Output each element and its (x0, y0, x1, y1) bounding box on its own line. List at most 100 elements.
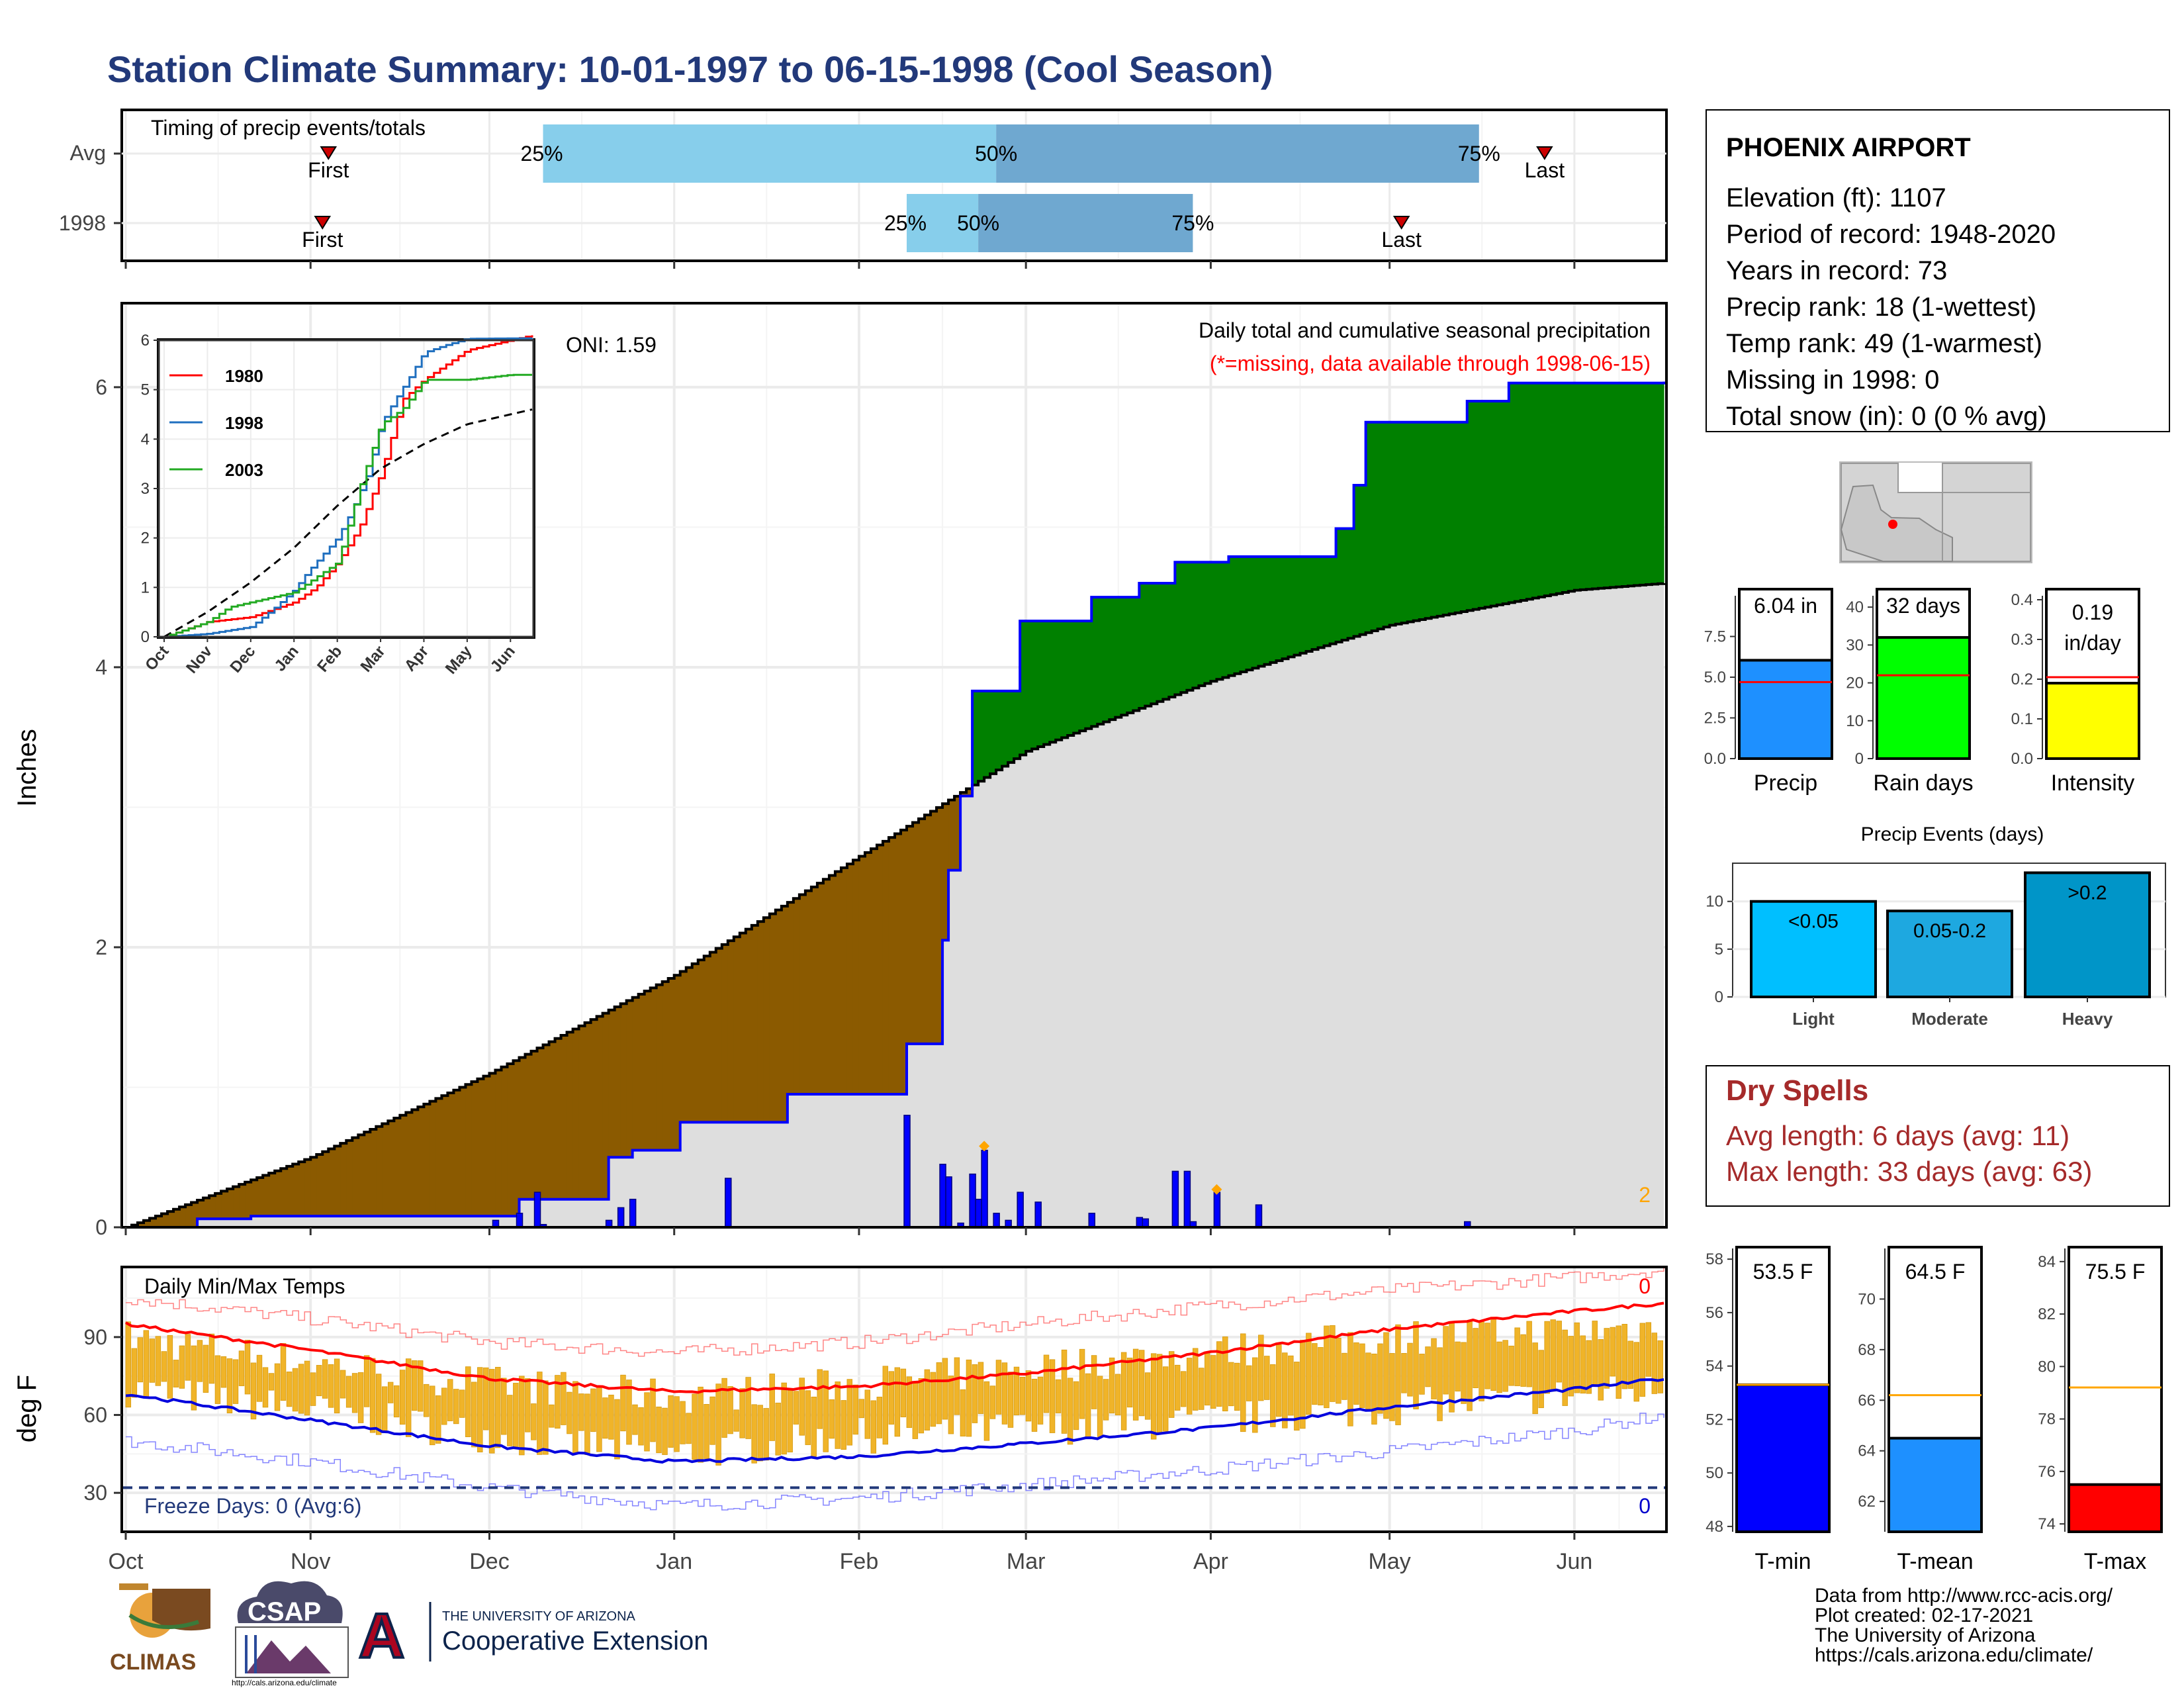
deficit-area (715, 948, 723, 1123)
surplus-area (1461, 422, 1468, 612)
daily-temp-bar (876, 1396, 883, 1438)
surplus-area (996, 690, 1003, 771)
summary-tick-label: 0.3 (2011, 631, 2033, 649)
deficit-area (477, 1078, 484, 1217)
main-chart-subtitle: (*=missing, data available through 1998-… (1210, 352, 1651, 375)
deficit-area (531, 1051, 538, 1199)
station-location-marker (1888, 520, 1897, 529)
surplus-area (1139, 583, 1146, 709)
surplus-area (1580, 383, 1587, 590)
daily-temp-bar (1347, 1332, 1353, 1427)
station-snow: Total snow (in): 0 (0 % avg) (1726, 402, 2047, 431)
summary-tick-label: 0.4 (2011, 591, 2033, 609)
surplus-area (1294, 556, 1301, 655)
surplus-area (1615, 383, 1623, 587)
daily-temp-bar (1061, 1349, 1068, 1434)
deficit-area (441, 1096, 449, 1217)
temperature-chart: 30 60 90 Oct Nov Dec Jan Feb Mar Apr May Jun Daily … (13, 1266, 1668, 1574)
deficit-area (787, 902, 794, 1095)
surplus-area (1401, 422, 1408, 624)
daily-temp-bar (399, 1370, 406, 1425)
daily-temp-bar (447, 1379, 453, 1421)
events-category-label: Moderate (1911, 1009, 1988, 1029)
deficit-area (173, 1209, 180, 1227)
daily-temp-bar (590, 1388, 596, 1432)
daily-temp-bar (650, 1378, 656, 1442)
record-max-line (126, 1266, 1664, 1357)
daily-temp-bar (841, 1400, 846, 1450)
temp-summary-bar-t-mean (1888, 1436, 1983, 1534)
daily-temp-bar (906, 1376, 913, 1429)
daily-temp-bar (1598, 1339, 1604, 1401)
summary-tick-label: 10 (1846, 712, 1864, 730)
daily-temp-bar (1085, 1373, 1091, 1438)
daily-temp-bar (1013, 1366, 1020, 1415)
daily-temp-bar (1389, 1353, 1395, 1421)
daily-temp-bar (1300, 1340, 1306, 1429)
climas-mark (119, 1583, 148, 1590)
precip-summary-bars: 0.0 2.5 5.0 7.5 6.04 in Precip 0 10 20 30 40 32 day… (1704, 588, 2140, 796)
daily-temp-bar (161, 1351, 167, 1382)
daily-temp-bar (1043, 1354, 1050, 1413)
daily-temp-bar (829, 1399, 835, 1439)
daily-temp-bar (769, 1374, 775, 1441)
daily-temp-bar (441, 1387, 447, 1425)
deficit-area (340, 1143, 347, 1217)
deficit-area (644, 991, 651, 1150)
timing-row-1998-label: 1998 (59, 211, 106, 235)
daily-temp-bar (471, 1382, 477, 1448)
deficit-area (233, 1186, 240, 1219)
deficit-area (751, 925, 758, 1123)
deficit-area (781, 906, 788, 1123)
daily-temp-bar (757, 1405, 763, 1462)
surplus-area (1252, 556, 1259, 669)
daily-temp-bar (125, 1321, 132, 1408)
surplus-area (1103, 597, 1110, 722)
daily-temp-bar (870, 1400, 877, 1454)
surplus-area (1020, 621, 1026, 755)
deficit-area (412, 1109, 418, 1217)
daily-temp-bar (1342, 1352, 1347, 1400)
temp-summary-tick-label: 62 (1858, 1493, 1876, 1511)
deficit-area (185, 1204, 192, 1227)
daily-precip-bar (1017, 1192, 1024, 1228)
surplus-area (1413, 422, 1420, 621)
deficit-area (406, 1112, 412, 1217)
temp-summary-tick-label: 56 (1706, 1304, 1723, 1322)
daily-temp-bar (429, 1385, 435, 1446)
daily-temp-bar (1359, 1343, 1365, 1408)
deficit-area (191, 1202, 198, 1227)
deficit-area (388, 1121, 394, 1217)
surplus-area (1342, 528, 1349, 641)
deficit-area (864, 852, 872, 1095)
events-y-tick-label: 0 (1715, 988, 1723, 1006)
daily-temp-bar (459, 1389, 465, 1418)
daily-temp-bar (1365, 1352, 1371, 1410)
surplus-area (1085, 621, 1092, 729)
daily-temp-bar (1461, 1342, 1467, 1404)
deficit-area (555, 1038, 562, 1199)
csap-url: http://cals.arizona.edu/climate (232, 1678, 337, 1687)
station-precip-rank: Precip rank: 18 (1-wettest) (1726, 293, 2036, 322)
daily-temp-bar (1407, 1342, 1413, 1397)
deficit-area (602, 1013, 610, 1199)
surplus-area (1455, 422, 1462, 613)
deficit-area (418, 1107, 424, 1217)
events-category-label: Light (1792, 1009, 1835, 1029)
events-bars: 0 5 10 <0.05 Light 0.05-0.2 Moderate >0.2 Heavy (1706, 863, 2166, 1029)
surplus-area (1514, 383, 1522, 602)
daily-temp-bar (602, 1397, 608, 1439)
events-bar-moderate (1886, 910, 2013, 998)
summary-tick-label: 7.5 (1704, 628, 1726, 646)
deficit-area (686, 967, 693, 1123)
average-max-line (125, 1301, 1664, 1394)
temp-series (123, 1266, 1665, 1511)
surplus-area (1353, 485, 1361, 637)
daily-temp-bar (1556, 1321, 1562, 1383)
inset-y-tick-label: 3 (141, 480, 150, 498)
temp-summary-value-label: 64.5 F (1905, 1260, 1966, 1284)
surplus-area (1610, 383, 1617, 588)
deficit-area (430, 1101, 437, 1217)
main-daily-bars (492, 1115, 1471, 1228)
temp-y-axis-label: deg F (13, 1375, 42, 1442)
